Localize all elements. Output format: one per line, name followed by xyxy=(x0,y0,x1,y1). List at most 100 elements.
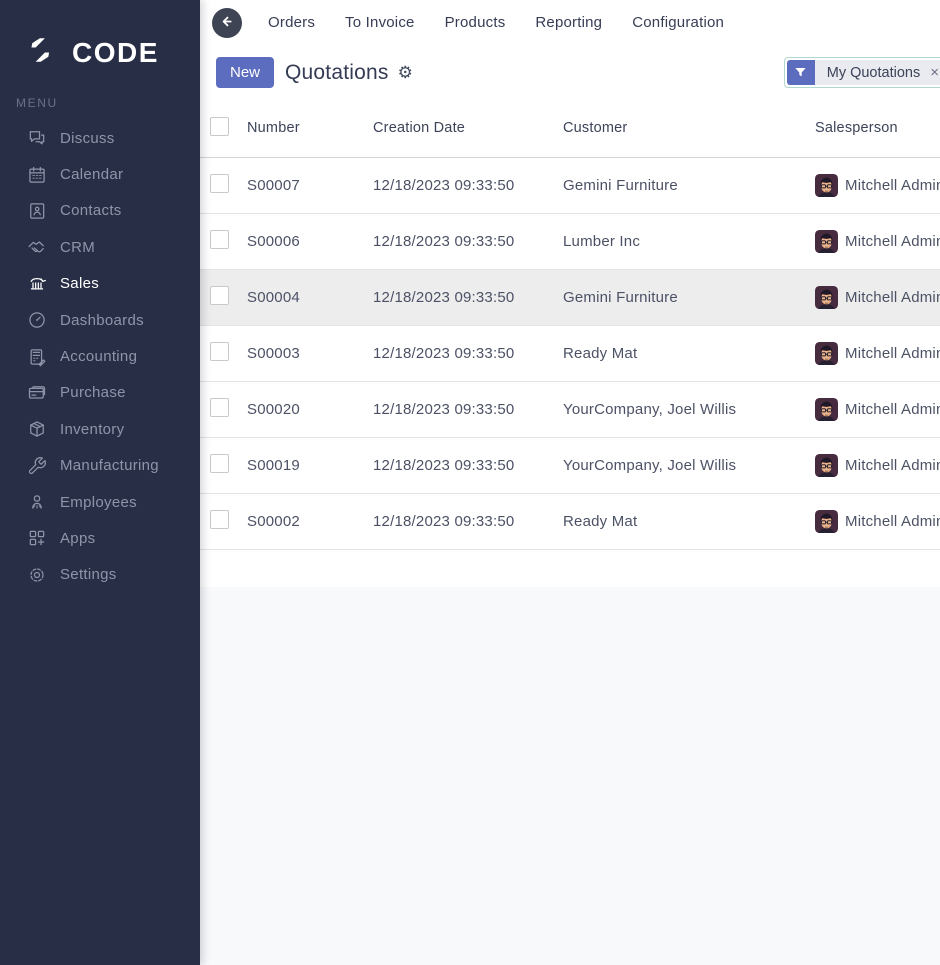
settings-icon xyxy=(26,564,47,585)
column-header-creation-date[interactable]: Creation Date xyxy=(373,100,563,158)
column-header-customer[interactable]: Customer xyxy=(563,100,815,158)
sidebar-item-calendar[interactable]: Calendar xyxy=(0,156,200,192)
sidebar-item-contacts[interactable]: Contacts xyxy=(0,193,200,229)
salesperson-avatar xyxy=(815,397,838,421)
row-checkbox[interactable] xyxy=(210,285,229,305)
sidebar-item-inventory[interactable]: Inventory xyxy=(0,411,200,447)
inventory-icon xyxy=(26,419,47,440)
cell-number: S00002 xyxy=(247,493,373,550)
salesperson-name: Mitchell Admin xyxy=(845,344,940,362)
sidebar-item-purchase[interactable]: Purchase xyxy=(0,375,200,411)
table-row[interactable]: S00007 12/18/2023 09:33:50 Gemini Furnit… xyxy=(200,157,940,214)
sidebar-item-crm[interactable]: CRM xyxy=(0,229,200,265)
quotations-table: Number Creation Date Customer Salesperso… xyxy=(200,100,940,550)
arrow-left-icon xyxy=(219,13,236,33)
salesperson-name: Mitchell Admin xyxy=(845,176,940,194)
page-title: Quotations xyxy=(285,60,389,84)
sidebar-item-label: Manufacturing xyxy=(60,457,159,475)
salesperson-name: Mitchell Admin xyxy=(845,400,940,418)
main-content: Orders To Invoice Products Reporting Configu… xyxy=(200,0,940,965)
salesperson-avatar xyxy=(815,173,838,197)
sidebar-item-label: Discuss xyxy=(60,129,115,147)
back-button[interactable] xyxy=(212,7,242,38)
sidebar-item-label: Dashboards xyxy=(60,311,144,329)
sidebar-item-label: Contacts xyxy=(60,202,122,220)
row-checkbox[interactable] xyxy=(210,509,229,529)
cell-creation-date: 12/18/2023 09:33:50 xyxy=(373,157,563,214)
sidebar-item-employees[interactable]: Employees xyxy=(0,484,200,520)
cell-creation-date: 12/18/2023 09:33:50 xyxy=(373,213,563,270)
column-header-salesperson[interactable]: Salesperson xyxy=(815,100,940,158)
filter-facet: My Quotations × xyxy=(814,60,940,85)
column-header-number[interactable]: Number xyxy=(247,100,373,158)
remove-filter-button[interactable]: × xyxy=(930,64,939,81)
sidebar-item-sales[interactable]: Sales xyxy=(0,266,200,302)
salesperson-avatar xyxy=(815,285,838,309)
table-row[interactable]: S00002 12/18/2023 09:33:50 Ready Mat M xyxy=(200,493,940,550)
salesperson-avatar xyxy=(815,341,838,365)
employees-icon xyxy=(26,492,47,513)
cell-customer: Gemini Furniture xyxy=(563,269,815,326)
row-checkbox[interactable] xyxy=(210,173,229,193)
cell-number: S00006 xyxy=(247,213,373,270)
row-checkbox[interactable] xyxy=(210,341,229,361)
cell-salesperson: Mitchell Admin xyxy=(815,437,940,494)
menu-link-to-invoice[interactable]: To Invoice xyxy=(345,14,415,31)
sidebar-item-label: Calendar xyxy=(60,166,124,184)
cell-customer: Lumber Inc xyxy=(563,213,815,270)
table-header: Number Creation Date Customer Salesperso… xyxy=(200,100,940,158)
cell-salesperson: Mitchell Admin xyxy=(815,325,940,382)
salesperson-name: Mitchell Admin xyxy=(845,456,940,474)
sidebar-item-manufacturing[interactable]: Manufacturing xyxy=(0,448,200,484)
new-button[interactable]: New xyxy=(216,57,275,88)
table-row[interactable]: S00019 12/18/2023 09:33:50 YourCompany, … xyxy=(200,437,940,494)
apps-icon xyxy=(26,528,47,549)
discuss-icon xyxy=(26,128,47,149)
sidebar-item-label: Purchase xyxy=(60,384,126,402)
cell-number: S00019 xyxy=(247,437,373,494)
sidebar-item-label: Inventory xyxy=(60,420,125,438)
menu-link-configuration[interactable]: Configuration xyxy=(632,14,725,31)
cell-creation-date: 12/18/2023 09:33:50 xyxy=(373,437,563,494)
sidebar-item-label: Employees xyxy=(60,493,137,511)
sidebar-item-accounting[interactable]: Accounting xyxy=(0,338,200,374)
cell-salesperson: Mitchell Admin xyxy=(815,157,940,214)
sidebar-item-settings[interactable]: Settings xyxy=(0,557,200,593)
table-row[interactable]: S00003 12/18/2023 09:33:50 Ready Mat M xyxy=(200,325,940,382)
row-checkbox[interactable] xyxy=(210,229,229,249)
filter-facet-label: My Quotations xyxy=(826,64,921,81)
table-row[interactable]: S00004 12/18/2023 09:33:50 Gemini Furnit… xyxy=(200,269,940,326)
menu-link-reporting[interactable]: Reporting xyxy=(535,14,603,31)
salesperson-name: Mitchell Admin xyxy=(845,232,940,250)
cell-number: S00020 xyxy=(247,381,373,438)
logo-icon xyxy=(24,37,61,68)
accounting-icon xyxy=(26,346,47,367)
row-checkbox[interactable] xyxy=(210,453,229,473)
cell-number: S00004 xyxy=(247,269,373,326)
gear-icon[interactable]: ⚙ xyxy=(397,63,413,82)
funnel-icon xyxy=(786,60,815,85)
row-checkbox[interactable] xyxy=(210,397,229,417)
control-panel: New Quotations ⚙ My Quotations × xyxy=(200,45,940,100)
select-all-checkbox[interactable] xyxy=(210,116,229,136)
table-row[interactable]: S00020 12/18/2023 09:33:50 YourCompany, … xyxy=(200,381,940,438)
cell-creation-date: 12/18/2023 09:33:50 xyxy=(373,325,563,382)
salesperson-avatar xyxy=(815,509,838,533)
sidebar-item-dashboards[interactable]: Dashboards xyxy=(0,302,200,338)
cell-customer: YourCompany, Joel Willis xyxy=(563,437,815,494)
menu-link-products[interactable]: Products xyxy=(444,14,506,31)
calendar-icon xyxy=(26,164,47,185)
purchase-icon xyxy=(26,382,47,403)
search-filter-bar: My Quotations × xyxy=(783,57,940,88)
cell-creation-date: 12/18/2023 09:33:50 xyxy=(373,381,563,438)
sidebar-item-discuss[interactable]: Discuss xyxy=(0,120,200,156)
sidebar-nav: Discuss Calendar Contacts CRM Sales Dashboard… xyxy=(0,120,200,593)
app-logo[interactable]: CODE xyxy=(0,0,200,80)
cell-creation-date: 12/18/2023 09:33:50 xyxy=(373,269,563,326)
cell-customer: YourCompany, Joel Willis xyxy=(563,381,815,438)
sales-icon xyxy=(26,273,47,294)
sidebar-item-apps[interactable]: Apps xyxy=(0,520,200,556)
table-row[interactable]: S00006 12/18/2023 09:33:50 Lumber Inc xyxy=(200,213,940,270)
menu-link-orders[interactable]: Orders xyxy=(268,14,316,31)
empty-content-area xyxy=(200,586,940,965)
